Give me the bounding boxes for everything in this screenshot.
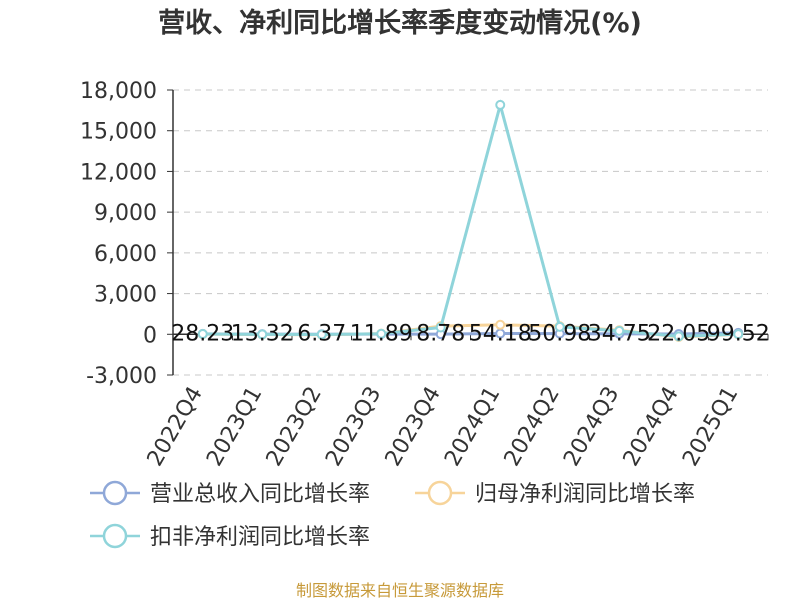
- axes: -3,000 0 3,000 6,000 9,000 12,000 15,000 18,000…: [80, 79, 769, 471]
- data-point: [495, 319, 506, 330]
- x-tick-label: 2024Q1: [440, 383, 505, 471]
- data-point: [614, 325, 625, 336]
- data-point: [733, 329, 744, 340]
- data-label: 22.05: [647, 321, 710, 346]
- data-point: [257, 329, 268, 340]
- y-tick-label: 18,000: [80, 79, 157, 104]
- y-tick-label: 15,000: [80, 120, 157, 145]
- data-point: [316, 329, 327, 340]
- series-layer: [197, 99, 744, 342]
- data-point: [554, 321, 565, 332]
- y-tick-label: 0: [143, 323, 157, 348]
- y-tick-label: 3,000: [94, 283, 157, 308]
- x-tick-label: 2023Q1: [202, 383, 267, 471]
- data-point: [673, 331, 684, 342]
- legend-label: 归母净利润同比增长率: [475, 482, 695, 507]
- data-label: 13.32: [231, 321, 294, 346]
- data-point: [435, 322, 446, 333]
- data-point: [376, 328, 387, 339]
- data-label: 28.23: [171, 321, 234, 346]
- legend-marker: [102, 480, 128, 506]
- x-tick-label: 2022Q4: [143, 383, 208, 471]
- legend-marker: [427, 480, 453, 506]
- data-label: 11.89: [350, 321, 413, 346]
- x-tick-label: 2023Q3: [321, 383, 386, 471]
- legend-label: 营业总收入同比增长率: [150, 482, 370, 507]
- y-tick-label: 9,000: [94, 201, 157, 226]
- data-point: [495, 99, 506, 110]
- series-line: [202, 99, 739, 338]
- legend-marker: [102, 523, 128, 549]
- x-tick-label: 2024Q2: [500, 383, 565, 471]
- y-tick-label: 12,000: [80, 160, 157, 185]
- source-note: 制图数据来自恒生聚源数据库: [296, 581, 504, 600]
- x-tick-label: 2023Q2: [262, 383, 327, 471]
- y-tick-label: -3,000: [86, 364, 157, 389]
- x-tick-label: 2024Q4: [619, 383, 684, 471]
- data-label: 50.98: [528, 321, 591, 346]
- x-tick-label: 2025Q1: [678, 383, 743, 471]
- data-label: 99.52: [707, 321, 770, 346]
- x-tick-label: 2023Q4: [381, 383, 446, 471]
- data-point: [197, 329, 208, 340]
- data-label: 8.78: [416, 321, 465, 346]
- data-label: 34.75: [588, 321, 651, 346]
- y-tick-label: 6,000: [94, 242, 157, 267]
- data-label: 6.37: [297, 321, 346, 346]
- chart-title: 营收、净利同比增长率季度变动情况(%): [158, 7, 642, 39]
- x-tick-label: 2024Q3: [559, 383, 624, 471]
- data-label: 54.18: [469, 321, 532, 346]
- legend-label: 扣非净利润同比增长率: [150, 525, 370, 550]
